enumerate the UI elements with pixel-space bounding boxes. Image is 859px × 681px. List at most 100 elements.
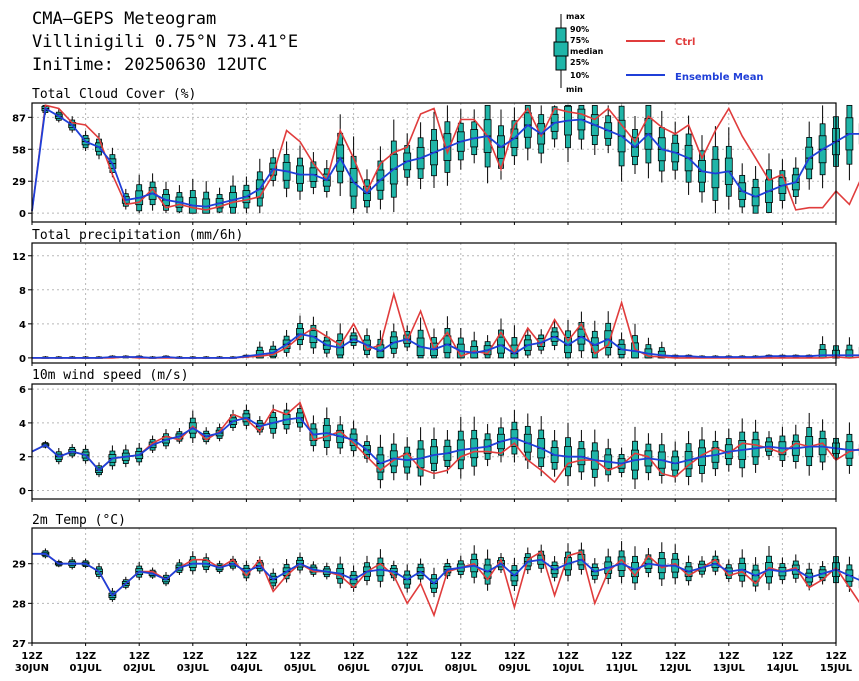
ensemble-box bbox=[470, 109, 479, 164]
legend-max: max bbox=[566, 12, 586, 21]
ensemble-box bbox=[631, 426, 639, 489]
ensemble-box bbox=[296, 145, 304, 200]
x-tick-hour: 12Z bbox=[825, 651, 846, 662]
x-tick-day: 03JUL bbox=[177, 663, 210, 674]
ensemble-box bbox=[483, 104, 492, 184]
ensemble-box bbox=[135, 174, 144, 214]
y-tick-label: 6 bbox=[19, 385, 26, 396]
y-tick-label: 0 bbox=[19, 209, 26, 220]
x-tick-day: 10JUL bbox=[552, 663, 585, 674]
y-tick-label: 27 bbox=[12, 639, 26, 650]
panel-wind: 0 2 4 6 bbox=[19, 383, 859, 502]
line-legend: Ctrl Ensemble Mean bbox=[626, 37, 764, 83]
ensemble-box bbox=[430, 111, 438, 188]
ensemble-box bbox=[577, 104, 586, 150]
ensemble-box bbox=[765, 431, 773, 460]
chart-title: CMA—GEPS Meteogram bbox=[32, 9, 216, 29]
ensemble-box bbox=[711, 126, 720, 214]
ensemble-box bbox=[564, 423, 572, 486]
ensemble-box bbox=[617, 105, 626, 182]
x-tick-day: 15JUL bbox=[820, 663, 853, 674]
ensemble-box bbox=[590, 105, 599, 155]
ensemble-box bbox=[617, 332, 626, 359]
x-tick-day: 13JUL bbox=[713, 663, 746, 674]
ensemble-box bbox=[818, 105, 827, 189]
ensemble-box bbox=[751, 419, 760, 473]
panel-frame bbox=[31, 242, 837, 364]
x-tick-day: 12JUL bbox=[659, 663, 692, 674]
ensemble-box bbox=[778, 426, 787, 468]
legend-min: min bbox=[566, 85, 583, 94]
legend-p75: 75% bbox=[570, 36, 589, 45]
legend-median: median bbox=[570, 47, 604, 56]
x-tick-hour: 12Z bbox=[75, 651, 96, 662]
x-tick-hour: 12Z bbox=[665, 651, 686, 662]
y-tick-label: 4 bbox=[19, 320, 26, 331]
ensemble-box bbox=[497, 318, 505, 359]
y-tick-label: 8 bbox=[19, 286, 26, 297]
ensemble-box bbox=[470, 416, 479, 476]
y-tick-label: 58 bbox=[12, 145, 26, 156]
legend-p25: 25% bbox=[570, 58, 589, 67]
panel-title-cloud: Total Cloud Cover (%) bbox=[32, 87, 196, 102]
x-tick-hour: 12Z bbox=[718, 651, 739, 662]
panel-frame bbox=[31, 102, 837, 223]
ensemble-box bbox=[282, 141, 291, 198]
ensemble-box bbox=[202, 181, 211, 214]
ensemble-box bbox=[604, 438, 613, 482]
ensemble-box bbox=[349, 136, 358, 214]
x-tick-hour: 12Z bbox=[557, 651, 578, 662]
y-tick-label: 28 bbox=[12, 599, 26, 610]
x-tick-day: 30JUN bbox=[15, 663, 49, 674]
ensemble-box bbox=[751, 166, 760, 214]
ensemble-box bbox=[296, 401, 304, 432]
x-tick-day: 02JUL bbox=[123, 663, 156, 674]
y-tick-label: 2 bbox=[19, 453, 26, 464]
ensemble-box bbox=[724, 127, 733, 210]
x-tick-day: 01JUL bbox=[70, 663, 103, 674]
ensemble-box bbox=[711, 430, 720, 476]
x-tick-hour: 12Z bbox=[343, 651, 364, 662]
ctrl-legend-label: Ctrl bbox=[675, 37, 695, 48]
x-tick-hour: 12Z bbox=[611, 651, 632, 662]
ensemble-box bbox=[215, 187, 224, 214]
y-tick-label: 29 bbox=[12, 177, 26, 188]
legend-p10: 10% bbox=[570, 71, 589, 80]
ensemble-box bbox=[322, 407, 331, 456]
x-tick-day: 07JUL bbox=[391, 663, 424, 674]
y-tick-label: 4 bbox=[19, 419, 26, 430]
ensemble-box bbox=[778, 159, 787, 209]
y-tick-label: 29 bbox=[12, 560, 26, 571]
ensemble-box bbox=[765, 153, 773, 214]
ensemble-box bbox=[456, 416, 465, 479]
ensemble-box bbox=[671, 121, 680, 180]
ensemble-box bbox=[550, 105, 559, 148]
ensemble-box bbox=[296, 315, 304, 351]
x-tick-hour: 12Z bbox=[129, 651, 150, 662]
panel-temp: 27 28 29 bbox=[12, 527, 859, 650]
box-legend: max 90% 75% median 25% 10% min bbox=[553, 12, 604, 94]
ensemble-box bbox=[510, 410, 519, 463]
ensemble-box bbox=[818, 419, 827, 471]
x-tick-day: 14JUL bbox=[766, 663, 799, 674]
ensemble-box bbox=[791, 424, 800, 469]
ensemble-box bbox=[657, 433, 666, 484]
ensemble-box bbox=[376, 549, 385, 588]
ensemble-box bbox=[430, 427, 438, 479]
panel-title-precip: Total precipitation (mm/6h) bbox=[32, 228, 243, 243]
ensemble-box bbox=[577, 311, 586, 358]
ensemble-box bbox=[845, 422, 854, 474]
x-tick-hour: 12Z bbox=[504, 651, 525, 662]
mean-series-line bbox=[31, 416, 859, 472]
y-tick-label: 87 bbox=[12, 113, 26, 124]
ensemble-box bbox=[229, 175, 237, 214]
ctrl-series-line bbox=[31, 104, 859, 212]
ensemble-box bbox=[738, 549, 747, 588]
ensemble-box bbox=[590, 429, 599, 487]
mean-series-line bbox=[32, 333, 859, 359]
ensemble-box bbox=[389, 433, 398, 481]
x-tick-day: 09JUL bbox=[498, 663, 531, 674]
ensemble-box bbox=[738, 418, 747, 478]
location-label: Villinigili 0.75°N 73.41°E bbox=[32, 32, 298, 52]
